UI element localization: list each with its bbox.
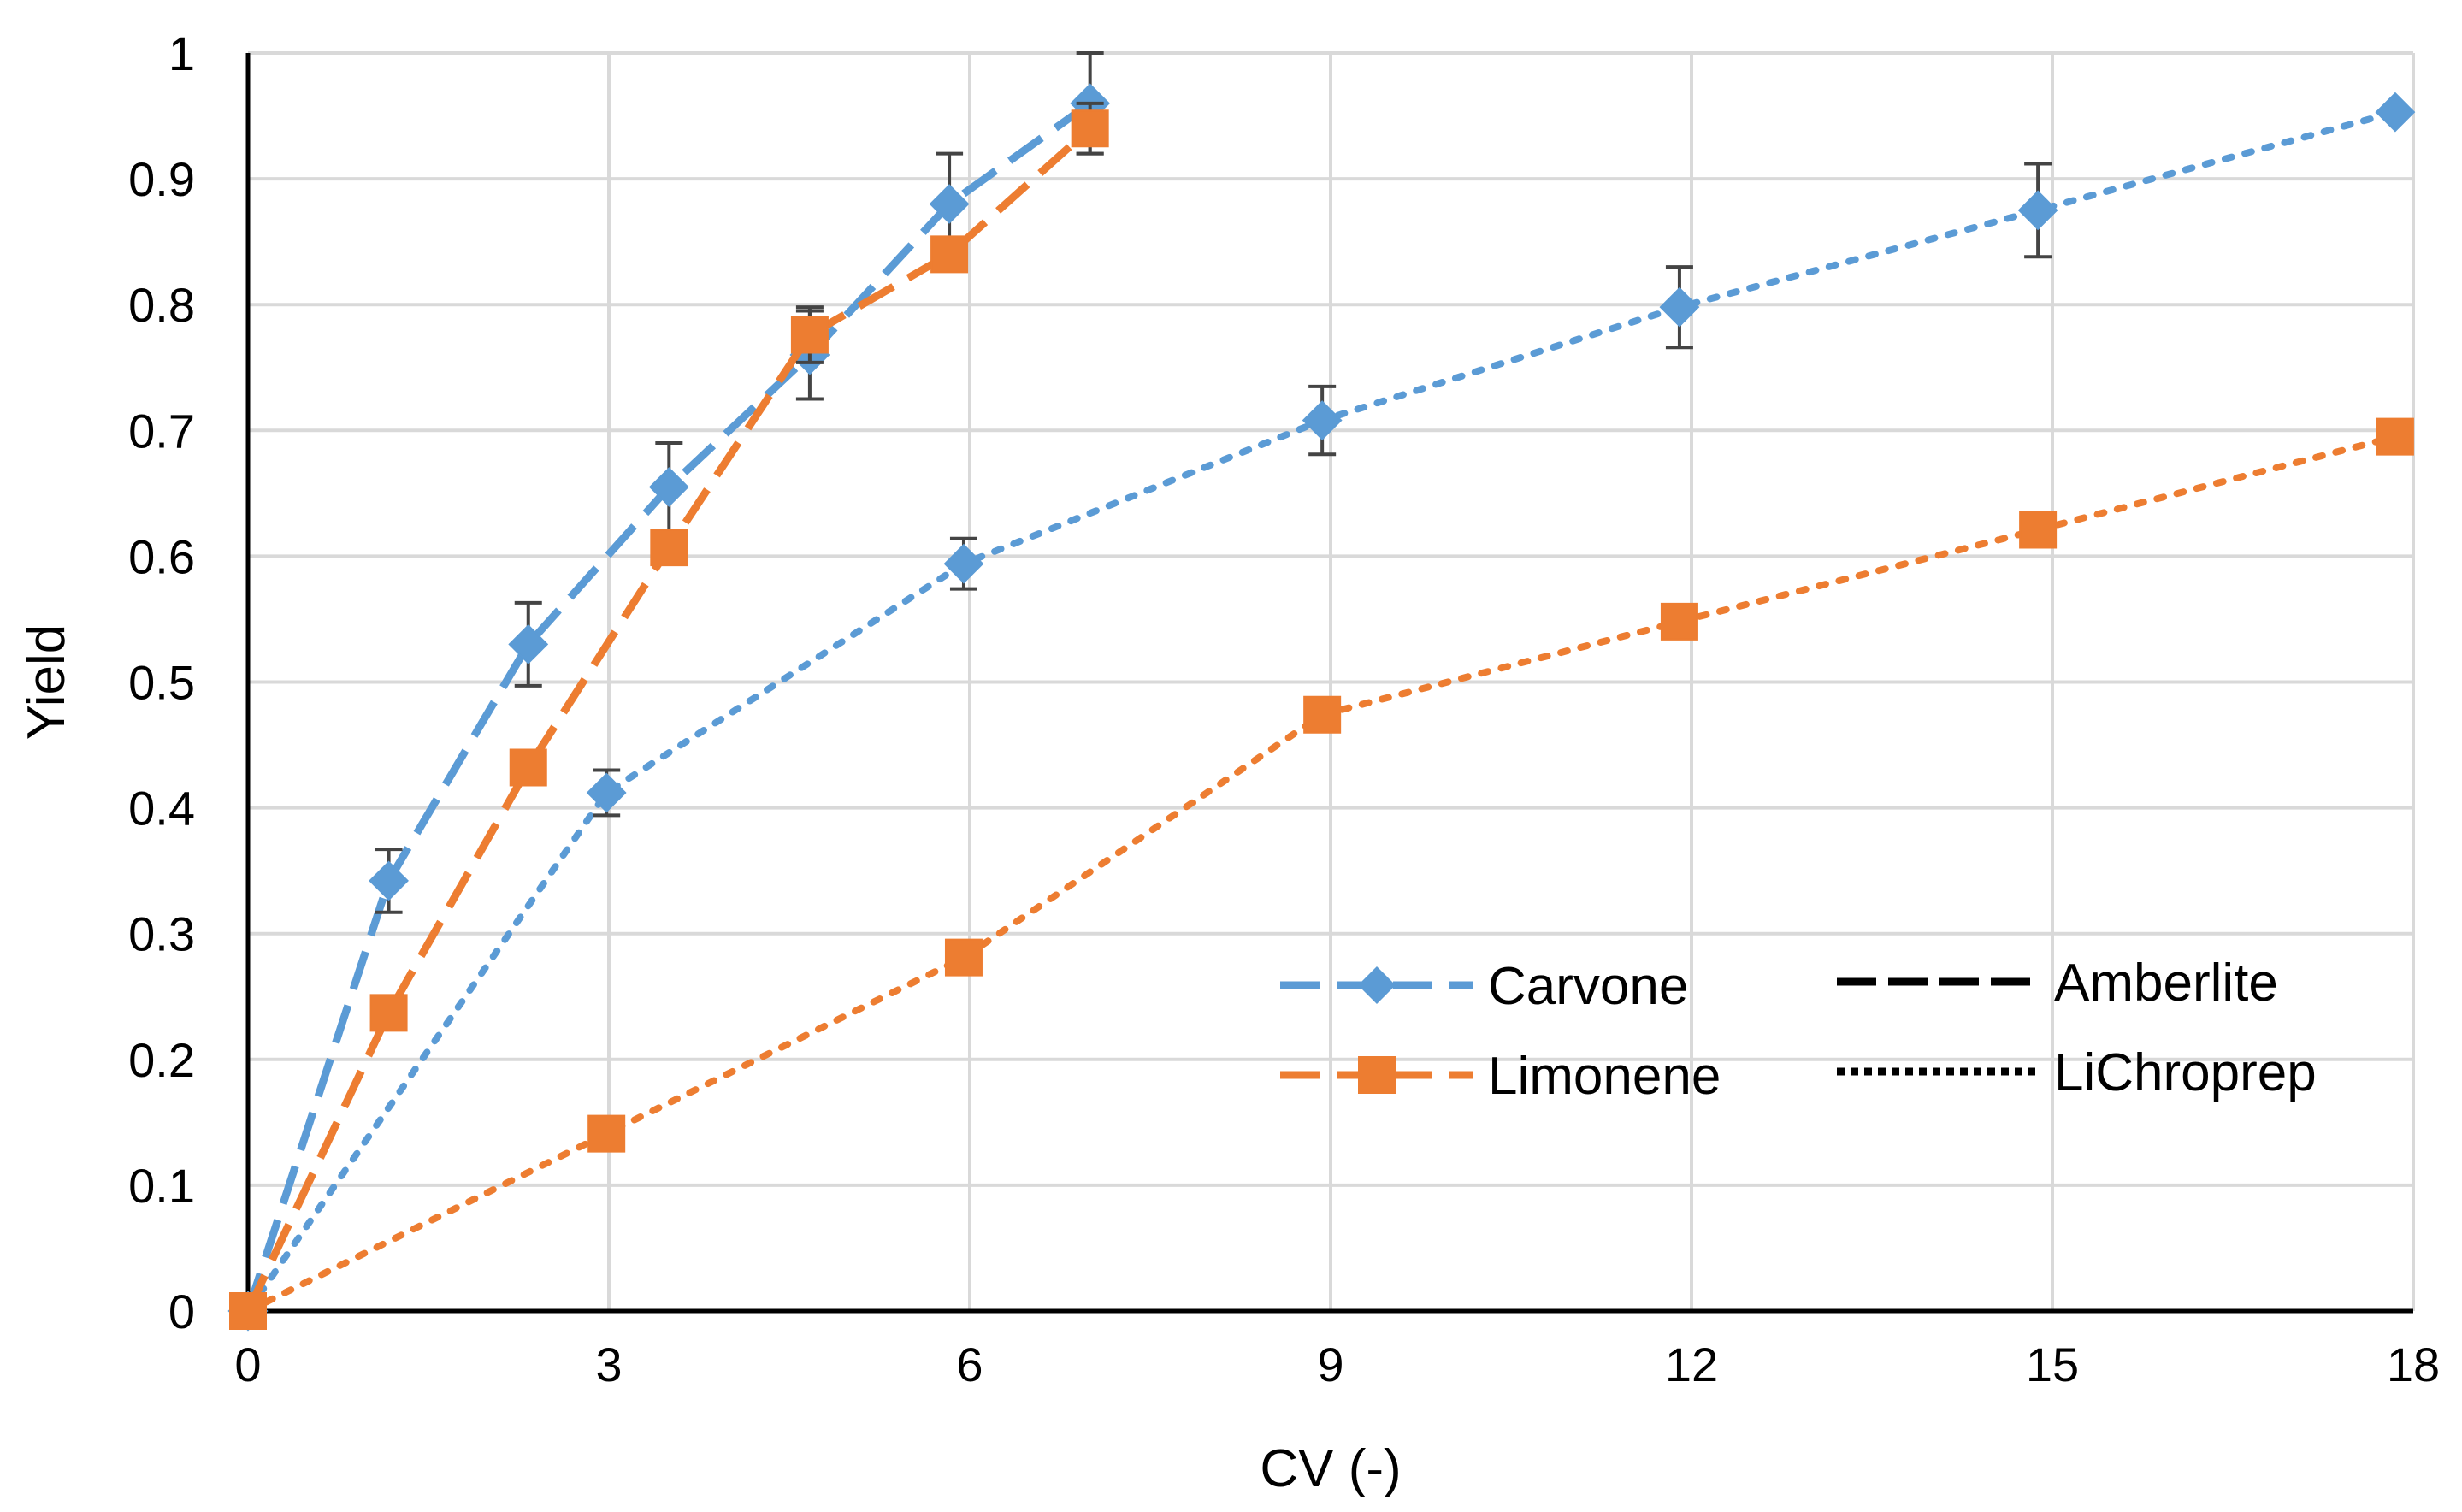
x-tick-label-3: 9 [1317, 1338, 1343, 1391]
carvone-lichroprep-point-1 [586, 772, 627, 813]
x-tick-labels: 0 3 6 9 12 15 18 [234, 1338, 2440, 1391]
gridlines [248, 51, 2415, 1311]
y-tick-label-3: 0.3 [128, 907, 195, 961]
limonene-amberlite-point-2 [509, 748, 547, 787]
limonene-amberlite-point-1 [369, 994, 408, 1032]
carvone-lichroprep-point-4 [1659, 286, 1700, 328]
carvone-amberlite-point-1 [369, 860, 409, 901]
legend-amberlite-label: Amberlite [2054, 954, 2278, 1013]
y-tick-labels: 0 0.1 0.2 0.3 0.4 0.5 0.6 0.7 0.8 0.9 1 [128, 27, 195, 1338]
x-tick-label-0: 0 [234, 1338, 261, 1391]
y-tick-label-2: 0.2 [128, 1033, 195, 1087]
legend-carvone-label: Carvone [1488, 957, 1688, 1016]
x-tick-label-2: 6 [956, 1338, 983, 1391]
limonene-lichroprep-point-4 [1660, 602, 1698, 641]
y-tick-label-5: 0.5 [128, 656, 195, 710]
limonene-lichroprep-point-6 [2376, 417, 2414, 456]
legend: Carvone Limonene Amberlite LiChroprep [1280, 954, 2317, 1106]
legend-carvone-marker [1358, 966, 1396, 1004]
limonene-amberlite-point-4 [790, 316, 829, 354]
legend-limonene-marker [1358, 1056, 1396, 1094]
data-series [227, 51, 2416, 1332]
axes [245, 53, 2413, 1314]
y-axis-title: Yield [17, 624, 76, 741]
y-tick-label-9: 0.9 [128, 152, 195, 206]
y-tick-label-0: 0 [168, 1285, 195, 1338]
limonene-lichroprep-point-2 [944, 938, 983, 977]
x-tick-label-5: 15 [2026, 1338, 2079, 1391]
y-tick-label-1: 0.1 [128, 1159, 195, 1213]
limonene-amberlite-point-6 [1071, 109, 1109, 148]
carvone-lichroprep-point-5 [2017, 190, 2058, 231]
x-tick-label-4: 12 [1665, 1338, 1718, 1391]
carvone-amberlite-line [244, 100, 1093, 1313]
carvone-amberlite-point-5 [929, 184, 970, 224]
limonene-lichroprep-line [245, 433, 2399, 1314]
carvone-amberlite-point-3 [648, 467, 689, 507]
limonene-amberlite-point-5 [930, 235, 969, 274]
limonene-lichroprep-point-3 [1303, 695, 1342, 734]
limonene-amberlite-point-3 [650, 529, 688, 567]
legend-lichroprep-label: LiChroprep [2054, 1043, 2317, 1102]
limonene-lichroprep-point-5 [2019, 511, 2058, 549]
carvone-lichroprep-point-3 [1302, 400, 1343, 440]
x-tick-label-6: 18 [2387, 1338, 2440, 1391]
x-tick-label-1: 3 [595, 1338, 622, 1391]
carvone-amberlite-point-2 [508, 623, 549, 664]
y-tick-label-4: 0.4 [128, 782, 195, 836]
series-limonene-amberlite [229, 101, 1109, 1330]
limonene-lichroprep-point-1 [587, 1114, 626, 1153]
y-tick-label-10: 1 [168, 27, 195, 80]
limonene-amberlite-point-0 [229, 1292, 267, 1330]
y-tick-label-8: 0.8 [128, 278, 195, 332]
legend-limonene-label: Limonene [1488, 1047, 1721, 1106]
carvone-lichroprep-point-6 [2375, 92, 2416, 133]
y-tick-label-6: 0.6 [128, 529, 195, 583]
series-carvone-amberlite [227, 51, 1111, 1332]
y-tick-label-7: 0.7 [128, 404, 195, 458]
carvone-lichroprep-point-2 [943, 543, 984, 584]
x-axis-title: CV (-) [1260, 1439, 1401, 1498]
